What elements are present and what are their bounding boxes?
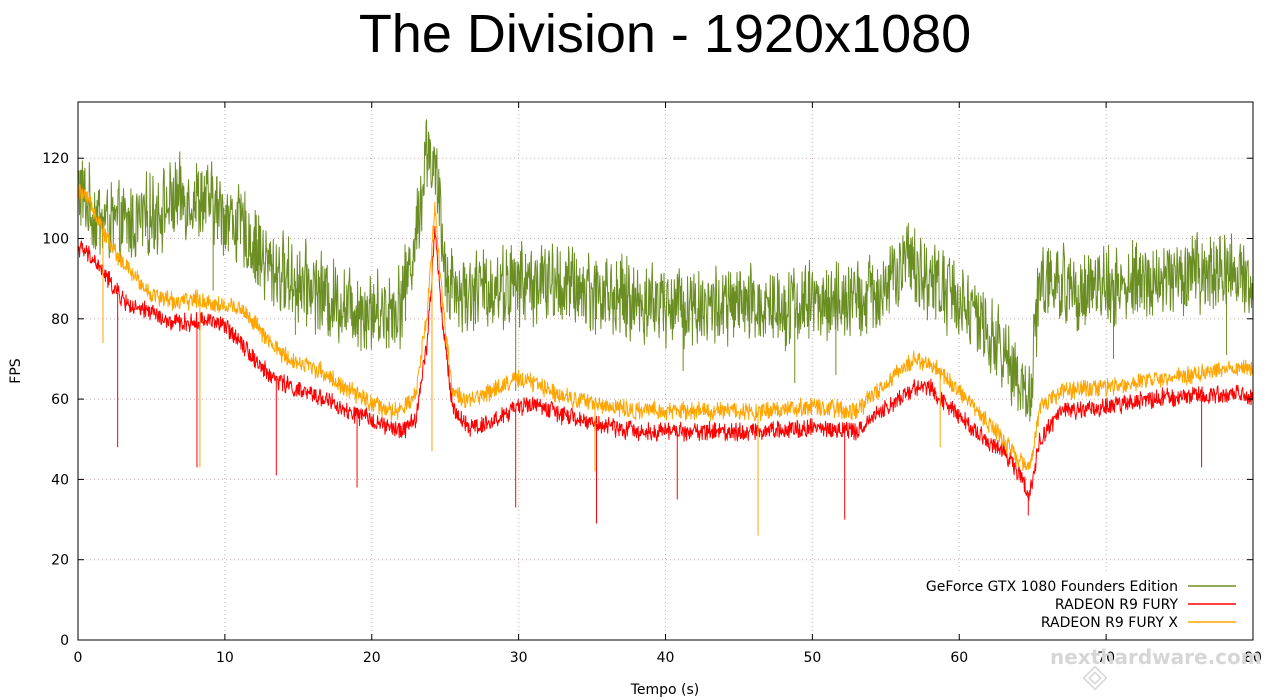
x-tick-label: 60: [950, 650, 968, 666]
y-tick-label: 80: [51, 312, 69, 328]
y-tick-label: 60: [51, 392, 69, 408]
y-tick-label: 0: [60, 633, 69, 649]
legend-label-r9-fury-x: RADEON R9 FURY X: [1041, 615, 1179, 631]
watermark-logo: nexthardware.com: [1050, 645, 1262, 691]
legend-background: [905, 572, 1250, 634]
y-tick-label: 40: [51, 472, 69, 488]
series-line-r9-fury: [77, 226, 1254, 501]
x-tick-label: 50: [803, 650, 821, 666]
x-tick-label: 10: [216, 650, 234, 666]
y-tick-label: 120: [42, 151, 69, 167]
series-line-gtx1080: [77, 119, 1254, 422]
watermark-text: nexthardware.com: [1050, 645, 1262, 669]
x-tick-label: 0: [74, 650, 83, 666]
chart-title: The Division - 1920x1080: [359, 4, 971, 64]
x-tick-label: 40: [657, 650, 675, 666]
x-tick-label: 20: [363, 650, 381, 666]
watermark-diamond-icon: [1082, 665, 1108, 691]
y-tick-label: 20: [51, 553, 69, 569]
y-axis-label: FPS: [8, 358, 24, 383]
grid-layer: [78, 102, 1253, 640]
series-layer: [77, 119, 1254, 536]
series-line-r9-fury-x: [77, 183, 1254, 471]
tick-layer: 0 10 20 30 40 50 60 70 80 0 20 40 60 80 100 120: [42, 102, 1262, 666]
legend-label-gtx1080: GeForce GTX 1080 Founders Edition: [926, 579, 1178, 595]
legend-label-r9-fury: RADEON R9 FURY: [1055, 597, 1179, 613]
x-tick-label: 70: [1097, 650, 1115, 666]
x-tick-label: 30: [510, 650, 528, 666]
legend: GeForce GTX 1080 Founders Edition RADEON…: [905, 572, 1250, 634]
x-axis-label: Tempo (s): [630, 682, 700, 698]
y-tick-label: 100: [42, 232, 69, 248]
x-tick-label: 80: [1244, 650, 1262, 666]
